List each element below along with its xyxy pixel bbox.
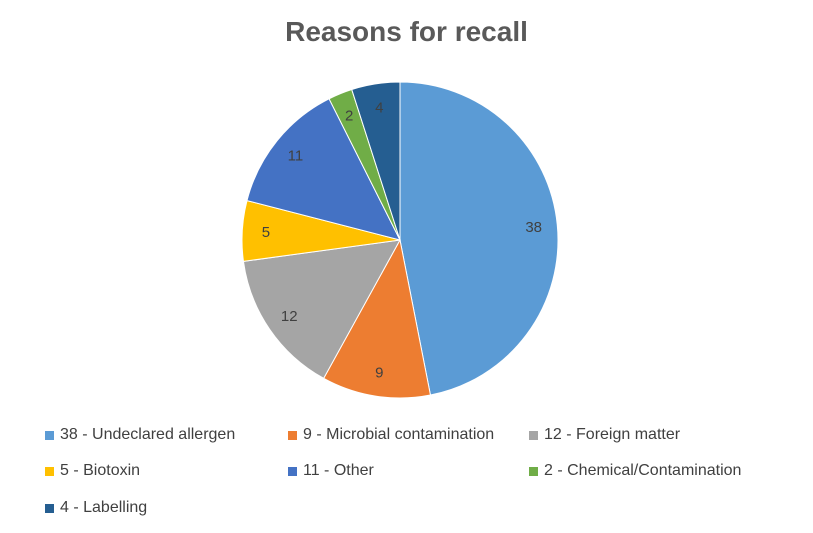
data-label: 38 bbox=[525, 219, 542, 236]
pie-slice-microbial-contamination bbox=[322, 238, 432, 399]
legend-swatch bbox=[45, 503, 54, 513]
legend-label: 4 - Labelling bbox=[60, 499, 148, 516]
chart-title: Reasons for recall bbox=[285, 16, 528, 47]
data-label: 5 bbox=[262, 224, 270, 241]
legend-label: 38 - Undeclared allergen bbox=[60, 426, 236, 443]
legend-item: 5 - Biotoxin bbox=[45, 462, 140, 480]
data-label: 11 bbox=[288, 148, 304, 165]
legend-swatch bbox=[288, 466, 297, 476]
legend-label: 9 - Microbial contamination bbox=[303, 426, 495, 443]
data-label: 9 bbox=[375, 365, 383, 382]
legend-item: 11 - Other bbox=[288, 462, 374, 480]
data-label: 12 bbox=[281, 308, 298, 325]
legend-swatch bbox=[529, 430, 538, 440]
legend-item: 12 - Foreign matter bbox=[529, 426, 680, 444]
legend-swatch bbox=[529, 466, 538, 476]
legend-swatch bbox=[45, 430, 54, 440]
legend-swatch bbox=[288, 430, 297, 440]
legend-label: 2 - Chemical/Contamination bbox=[544, 462, 742, 479]
legend-item: 9 - Microbial contamination bbox=[288, 426, 494, 444]
pie-slice-other bbox=[246, 98, 401, 241]
pie-slice-undeclared-allergen bbox=[399, 81, 559, 396]
legend-swatch bbox=[45, 466, 54, 476]
legend-item: 38 - Undeclared allergen bbox=[45, 426, 235, 444]
data-label: 2 bbox=[345, 108, 353, 125]
legend-label: 11 - Other bbox=[303, 462, 374, 479]
legend-item: 4 - Labelling bbox=[45, 499, 147, 517]
legend-item: 2 - Chemical/Contamination bbox=[529, 462, 741, 480]
data-label: 4 bbox=[375, 99, 383, 116]
pie-slice-foreign-matter bbox=[242, 239, 401, 380]
legend-label: 12 - Foreign matter bbox=[544, 426, 681, 443]
pie-slice-labelling bbox=[351, 81, 401, 241]
legend-label: 5 - Biotoxin bbox=[60, 462, 141, 479]
